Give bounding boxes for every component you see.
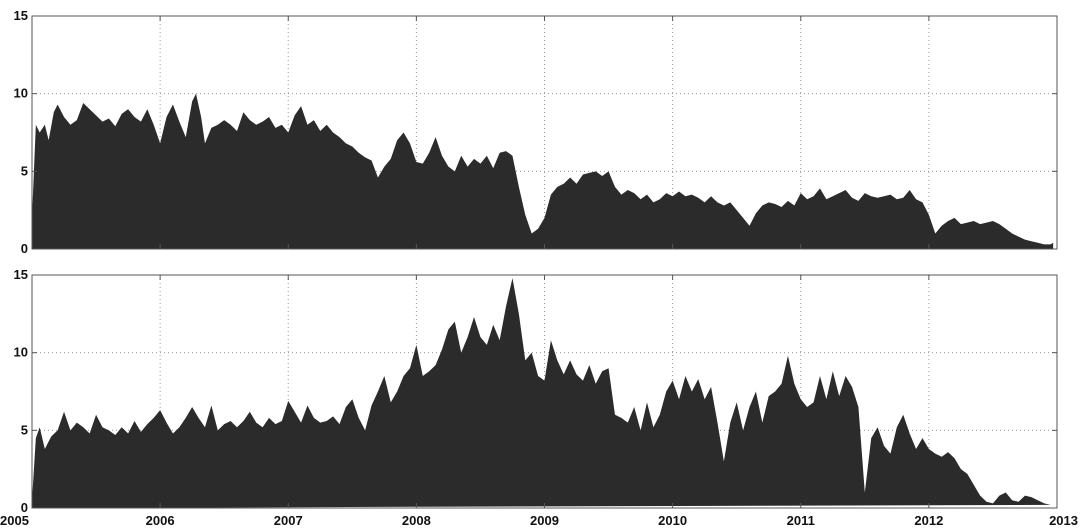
y-tick-label: 15 [14,8,28,23]
x-tick-label: 2008 [402,513,431,528]
x-tick-label: 2013 [1049,513,1078,528]
y-tick-label: 5 [21,422,28,437]
y-tick-label: 10 [14,345,28,360]
y-tick-label: 10 [14,86,28,101]
y-tick-label: 0 [21,241,28,256]
x-tick-label: 2012 [914,513,943,528]
x-tick-label: 2009 [530,513,559,528]
x-tick-label: 2011 [787,513,815,528]
x-tick-label: 2007 [274,513,303,528]
x-tick-label: 2005 [0,513,29,528]
area-series [32,278,1051,508]
area-series [32,93,1054,249]
y-tick-label: 5 [21,163,28,178]
x-tick-label: 2010 [658,513,687,528]
bottom-panel: 0 5 10 15 2005 2006 2007 2008 2009 2010 2011 2012 20… [0,267,1078,528]
top-panel: 0 5 10 15 [14,8,1058,256]
y-tick-label: 15 [14,267,28,282]
y-tick-label: 0 [21,500,28,515]
x-tick-label: 2006 [146,513,175,528]
